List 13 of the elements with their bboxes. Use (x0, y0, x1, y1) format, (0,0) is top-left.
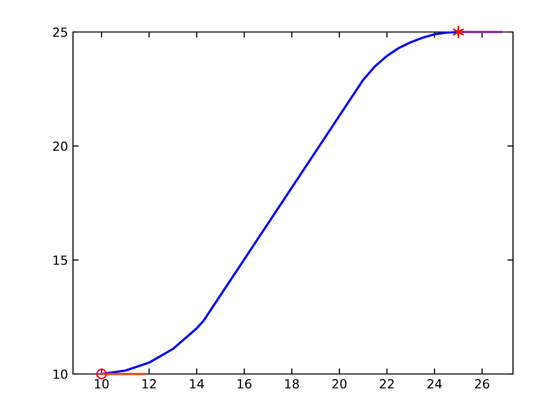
x-tick-label: 20 (332, 379, 346, 389)
y-tick-label: 20 (53, 141, 68, 151)
y-tick-label: 25 (53, 27, 68, 37)
x-tick-label: 16 (238, 379, 252, 389)
x-tick-label: 26 (475, 379, 490, 389)
x-tick-label: 12 (142, 379, 156, 388)
y-tick-label: 15 (54, 256, 68, 265)
x-tick-label: 14 (190, 379, 204, 388)
x-tick-label: 22 (380, 379, 394, 388)
x-tick-label: 10 (94, 379, 109, 389)
x-tick-label: 18 (285, 379, 299, 389)
x-tick-label: 24 (427, 379, 442, 388)
y-tick-label: 10 (54, 369, 68, 379)
